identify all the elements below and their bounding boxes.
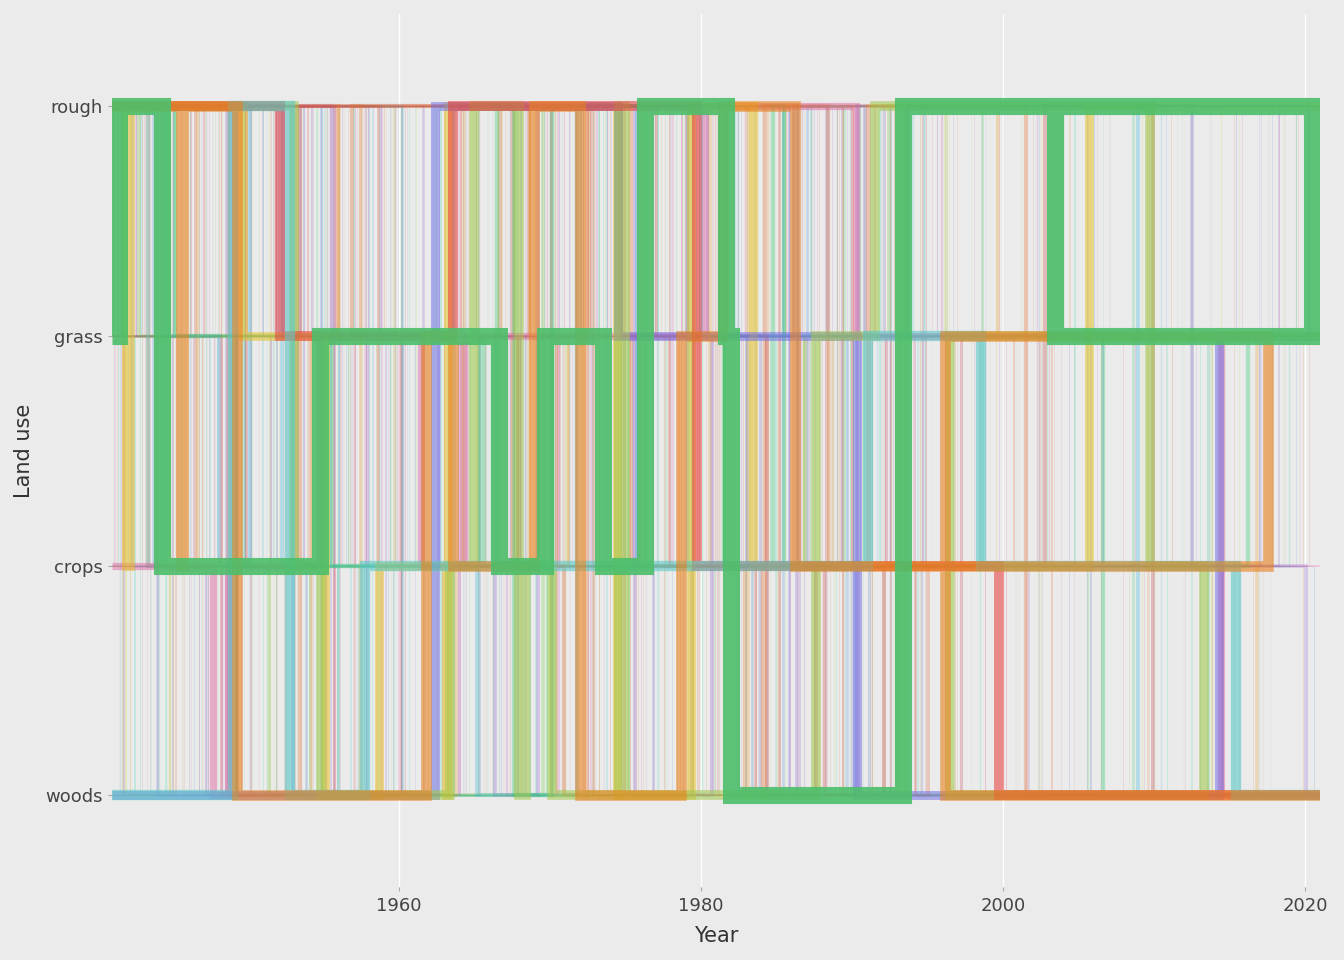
Y-axis label: Land use: Land use <box>13 403 34 497</box>
X-axis label: Year: Year <box>694 926 738 947</box>
